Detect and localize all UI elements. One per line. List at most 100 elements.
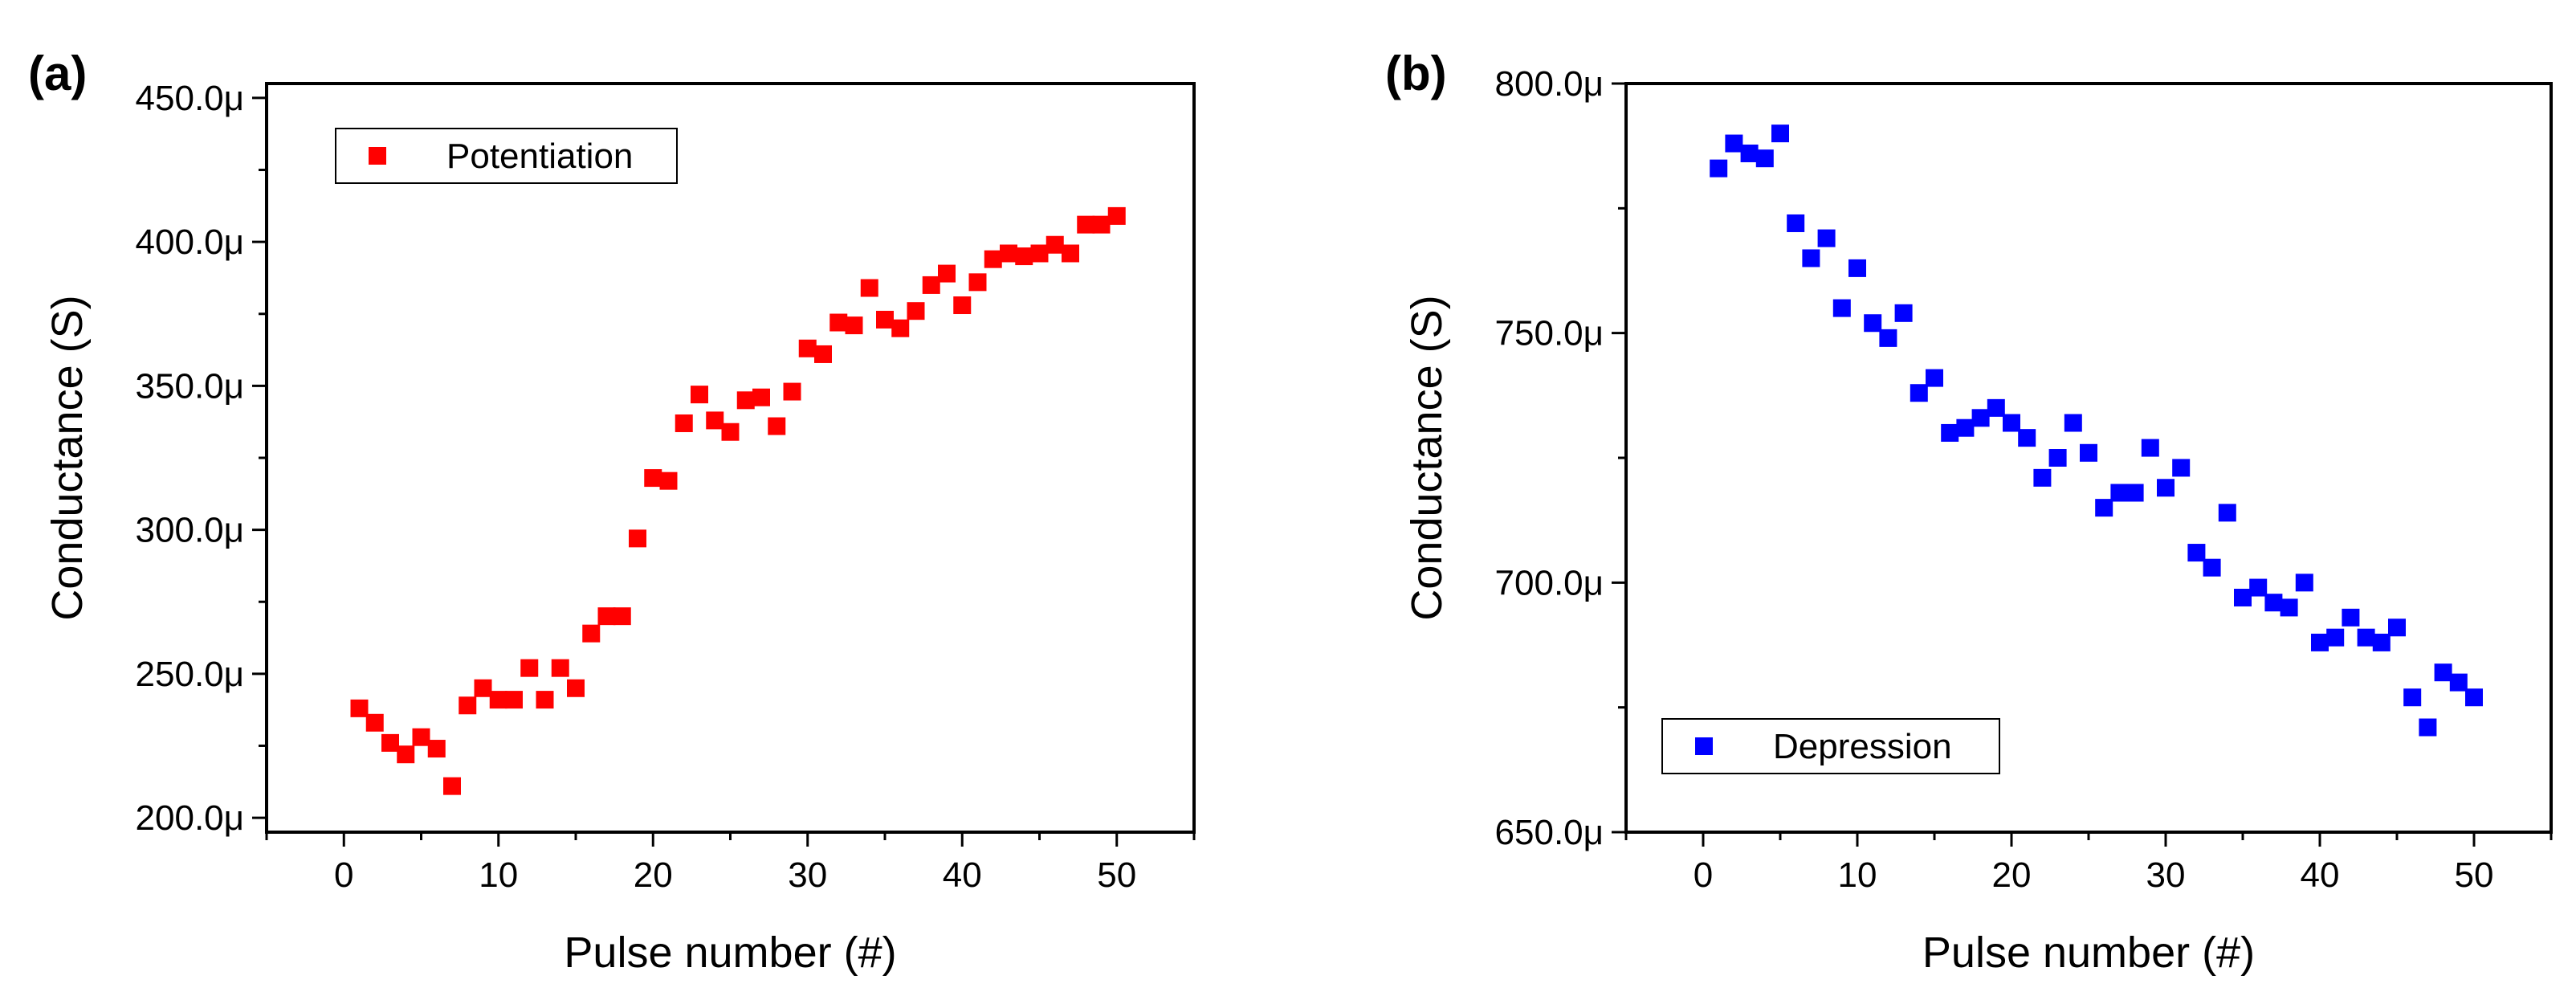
x-tick-label: 50: [2455, 855, 2494, 895]
x-tick-label: 10: [1838, 855, 1877, 895]
x-tick-label: 20: [634, 855, 673, 895]
data-point: [2311, 633, 2329, 651]
x-tick-label: 20: [1992, 855, 2032, 895]
data-point: [381, 733, 399, 752]
legend-label: Potentiation: [446, 137, 633, 176]
y-tick-label: 400.0μ: [136, 222, 244, 262]
data-point: [536, 691, 554, 709]
data-point: [1956, 418, 1975, 437]
data-point: [2280, 598, 2298, 617]
y-tick-label: 750.0μ: [1495, 314, 1604, 353]
data-point: [397, 745, 415, 764]
data-point: [459, 696, 477, 715]
data-point: [582, 624, 601, 643]
data-point: [2033, 468, 2052, 487]
data-point: [1848, 259, 1866, 277]
data-point: [1710, 159, 1728, 178]
data-point: [2434, 663, 2452, 682]
potentiation-plot: 0 10 20 30 40 50 200.0μ 250.0μ 300.0μ 350.0μ 400.0…: [43, 79, 1196, 977]
data-point: [2264, 594, 2283, 612]
data-point: [876, 310, 894, 329]
data-point: [783, 382, 801, 401]
data-point: [891, 319, 910, 337]
x-tick-label: 10: [479, 855, 518, 895]
data-point: [2357, 628, 2375, 647]
data-point: [1926, 369, 1943, 387]
data-point: [922, 276, 940, 294]
data-point: [1107, 206, 1126, 225]
data-point: [659, 472, 678, 490]
data-point: [629, 529, 646, 548]
legend-label: Depression: [1773, 727, 1952, 766]
depression-plot: 0 10 20 30 40 50 650.0μ 700.0μ 750.0μ 800.0μ Pulse…: [1403, 64, 2553, 977]
data-point: [752, 388, 770, 406]
data-point: [2064, 414, 2082, 432]
data-point: [2403, 688, 2422, 707]
data-point: [489, 691, 507, 709]
data-point: [505, 691, 523, 709]
data-point: [2048, 449, 2067, 467]
data-point: [736, 391, 755, 410]
series-potentiation: [350, 206, 1126, 795]
panel-b-label: (b): [1385, 47, 1447, 100]
data-point: [2141, 439, 2159, 457]
data-point: [2342, 608, 2360, 627]
legend-marker: [369, 147, 386, 165]
data-point: [613, 607, 631, 626]
data-point: [2003, 414, 2020, 432]
series-depression: [1710, 125, 2483, 737]
data-point: [2249, 578, 2268, 597]
data-point: [1817, 229, 1836, 247]
data-point: [1802, 249, 1820, 267]
legend: Potentiation: [335, 128, 678, 184]
x-tick-label: 30: [2146, 855, 2186, 895]
data-point: [1015, 247, 1033, 266]
data-point: [1771, 125, 1789, 143]
data-point: [1832, 299, 1851, 317]
data-point: [1092, 215, 1111, 234]
x-tick-label: 40: [943, 855, 982, 895]
y-tick-label: 450.0μ: [136, 79, 244, 118]
data-point: [2419, 718, 2437, 737]
data-point: [2157, 479, 2175, 497]
data-point: [2187, 544, 2206, 562]
data-point: [768, 417, 786, 435]
data-point: [860, 279, 878, 297]
data-point: [1000, 244, 1017, 263]
y-tick-label: 700.0μ: [1495, 563, 1604, 602]
data-point: [2080, 443, 2097, 462]
data-point: [1045, 235, 1064, 254]
data-point: [2126, 484, 2144, 502]
data-point: [706, 411, 724, 430]
data-point: [938, 264, 956, 283]
data-point: [365, 713, 384, 732]
data-point: [1062, 244, 1079, 263]
data-point: [2172, 459, 2191, 477]
data-point: [1941, 423, 1959, 442]
data-point: [1971, 409, 1990, 427]
x-axis-title: Pulse number (#): [1922, 929, 2255, 977]
data-point: [691, 386, 708, 404]
data-point: [845, 316, 863, 335]
data-point: [2326, 628, 2345, 647]
data-point: [721, 423, 740, 441]
data-point: [2465, 688, 2483, 707]
data-point: [1864, 314, 1882, 333]
x-tick-label: 50: [1097, 855, 1136, 895]
data-point: [968, 273, 987, 292]
y-axis-title: Conductance (S): [1403, 295, 1451, 620]
x-tick-label: 40: [2301, 855, 2340, 895]
x-tick-label: 0: [334, 855, 353, 895]
data-point: [1787, 214, 1805, 232]
y-tick-label: 250.0μ: [136, 655, 244, 694]
data-point: [814, 345, 832, 363]
data-point: [551, 659, 569, 677]
y-tick-label: 650.0μ: [1495, 813, 1604, 852]
data-point: [474, 679, 492, 697]
y-tick-label: 300.0μ: [136, 511, 244, 550]
panel-a-label: (a): [28, 47, 87, 100]
data-point: [2218, 504, 2236, 522]
data-point: [1077, 215, 1095, 234]
data-point: [1910, 384, 1928, 402]
